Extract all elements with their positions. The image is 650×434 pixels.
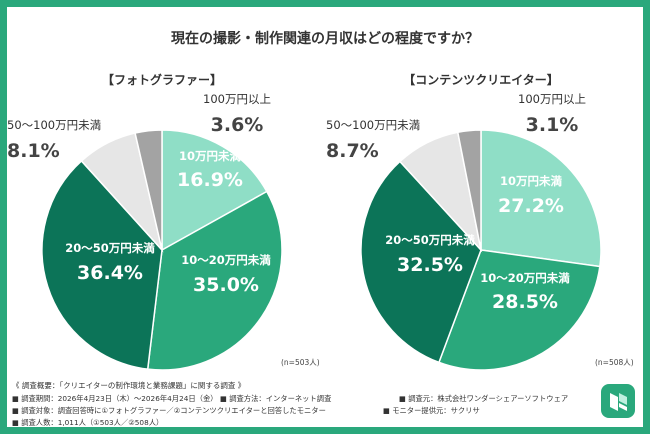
pie-slice-creator-1 bbox=[437, 249, 601, 371]
label-cat-p-0: 10万円未満 bbox=[179, 149, 242, 163]
pie-slice-photographer-2 bbox=[41, 159, 163, 370]
pie-slice-creator-4 bbox=[456, 129, 482, 251]
brand-logo-icon bbox=[601, 384, 635, 418]
pie-title-photographer: 【フォトグラファー】 bbox=[102, 72, 222, 87]
slices-creator bbox=[360, 129, 602, 371]
label-val-p-0: 16.9% bbox=[177, 169, 243, 191]
pie-slice-creator-2 bbox=[360, 160, 482, 364]
label-val-p-4: 3.6% bbox=[211, 114, 264, 136]
label-cat-c-1: 10〜20万円未満 bbox=[480, 271, 570, 285]
label-cat-p-1: 10〜20万円未満 bbox=[181, 253, 271, 267]
pie-slice-photographer-1 bbox=[146, 190, 283, 371]
label-val-c-2: 32.5% bbox=[397, 254, 463, 276]
survey-footer: 《 調査概要：「クリエイターの制作環境と業務課題」に関する調査 》 ■ 調査期間… bbox=[12, 380, 568, 427]
survey-period: ■ 調査期間：2026年4月23日（木）〜2026年4月24日（金） bbox=[12, 394, 218, 403]
label-val-c-0: 27.2% bbox=[498, 195, 564, 217]
n-label-creator: (n=508人) bbox=[595, 358, 634, 367]
label-val-c-4: 3.1% bbox=[526, 114, 579, 136]
label-cat-p-3: 50〜100万円未満 bbox=[7, 118, 101, 132]
survey-overview: 《 調査概要：「クリエイターの制作環境と業務課題」に関する調査 》 bbox=[12, 380, 245, 390]
pie-slice-photographer-0 bbox=[161, 129, 268, 252]
pie-photographer: 【フォトグラファー】 10万円未満 16.9% 10〜20万円未満 35.0% … bbox=[7, 72, 320, 371]
label-val-c-1: 28.5% bbox=[492, 291, 558, 313]
pie-title-creator: 【コンテンツクリエイター】 bbox=[403, 72, 559, 87]
pie-slice-creator-0 bbox=[480, 129, 602, 268]
label-cat-c-4: 100万円以上 bbox=[518, 92, 586, 106]
survey-method: ■ 調査方法：インターネット調査 bbox=[220, 394, 332, 403]
survey-source: ■ 調査元：株式会社ワンダーシェアーソフトウェア bbox=[399, 394, 568, 403]
survey-provider: ■ モニター提供元：サクリサ bbox=[383, 406, 480, 415]
label-val-c-3: 8.7% bbox=[326, 140, 379, 162]
slices-photographer bbox=[41, 129, 283, 371]
chart-card: 現在の撮影・制作関連の月収はどの程度ですか？ 【フォトグラファー】 10万円未満… bbox=[7, 7, 643, 427]
chart-canvas: 現在の撮影・制作関連の月収はどの程度ですか？ 【フォトグラファー】 10万円未満… bbox=[7, 30, 635, 427]
pie-slice-photographer-4 bbox=[134, 129, 163, 251]
label-val-p-1: 35.0% bbox=[193, 274, 259, 296]
label-cat-c-2: 20〜50万円未満 bbox=[385, 233, 475, 247]
label-cat-p-4: 100万円以上 bbox=[203, 92, 271, 106]
label-cat-p-2: 20〜50万円未満 bbox=[65, 241, 155, 255]
label-cat-c-0: 10万円未満 bbox=[500, 174, 563, 188]
survey-target: ■ 調査対象：調査回答時に①フォトグラファー／②コンテンツクリエイターと回答した… bbox=[12, 406, 326, 415]
chart-main-title: 現在の撮影・制作関連の月収はどの程度ですか？ bbox=[171, 30, 479, 47]
pie-creator: 【コンテンツクリエイター】 10万円未満 27.2% 10〜20万円未満 28.… bbox=[326, 72, 634, 371]
survey-count: ■ 調査人数：1,011人（①503人／②508人） bbox=[12, 418, 163, 427]
n-label-photographer: (n=503人) bbox=[281, 358, 320, 367]
label-val-p-3: 8.1% bbox=[7, 140, 60, 162]
label-val-p-2: 36.4% bbox=[77, 262, 143, 284]
label-cat-c-3: 50〜100万円未満 bbox=[326, 118, 420, 132]
